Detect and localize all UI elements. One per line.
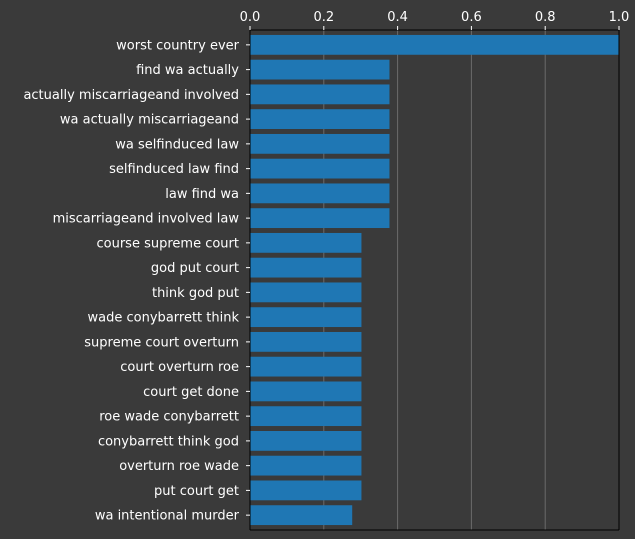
category-label: actually miscarriageand involved — [23, 88, 239, 103]
bar — [250, 59, 390, 80]
bar — [250, 406, 362, 427]
category-label: course supreme court — [97, 236, 240, 251]
bar — [250, 282, 362, 303]
x-tick-label: 0.6 — [461, 10, 482, 25]
bar — [250, 34, 619, 55]
category-labels: worst country ever find wa actually actual… — [23, 38, 250, 524]
category-label: selfinduced law find — [109, 162, 239, 177]
category-label: wa selfinduced law — [115, 137, 239, 152]
x-tick-label: 1.0 — [609, 10, 630, 25]
category-label: supreme court overturn — [84, 335, 239, 350]
bar — [250, 232, 362, 253]
grid-lines — [323, 30, 546, 530]
bar — [250, 208, 390, 229]
category-label: court overturn roe — [120, 360, 239, 375]
bars — [250, 34, 619, 526]
category-label: find wa actually — [136, 63, 239, 78]
category-label: wade conybarrett think — [88, 311, 240, 326]
bar — [250, 455, 362, 476]
category-label: think god put — [152, 286, 239, 301]
category-label: miscarriageand involved law — [53, 212, 240, 227]
bar — [250, 381, 362, 402]
category-label: worst country ever — [116, 38, 239, 53]
x-tick-label: 0.4 — [387, 10, 408, 25]
x-axis-ticks: 0.0 0.2 0.4 0.6 0.8 1.0 — [240, 10, 630, 30]
bar — [250, 505, 353, 526]
x-tick-label: 0.8 — [535, 10, 556, 25]
bar — [250, 430, 362, 451]
bar — [250, 307, 362, 328]
category-label: overturn roe wade — [119, 459, 239, 474]
category-label: court get done — [143, 385, 239, 400]
bar — [250, 356, 362, 377]
bar — [250, 331, 362, 352]
category-label: conybarrett think god — [98, 434, 239, 449]
category-label: put court get — [154, 484, 239, 499]
category-label: wa intentional murder — [95, 509, 240, 524]
category-label: law find wa — [165, 187, 239, 202]
bar — [250, 133, 390, 154]
bar — [250, 109, 390, 130]
bar — [250, 158, 390, 179]
category-label: roe wade conybarrett — [99, 410, 239, 425]
bar — [250, 480, 362, 501]
x-tick-label: 0.0 — [240, 10, 261, 25]
axes — [249, 29, 620, 531]
category-label: god put court — [151, 261, 239, 276]
x-tick-label: 0.2 — [313, 10, 334, 25]
bar — [250, 183, 390, 204]
bar — [250, 84, 390, 105]
category-label: wa actually miscarriageand — [60, 113, 239, 128]
bar — [250, 257, 362, 278]
